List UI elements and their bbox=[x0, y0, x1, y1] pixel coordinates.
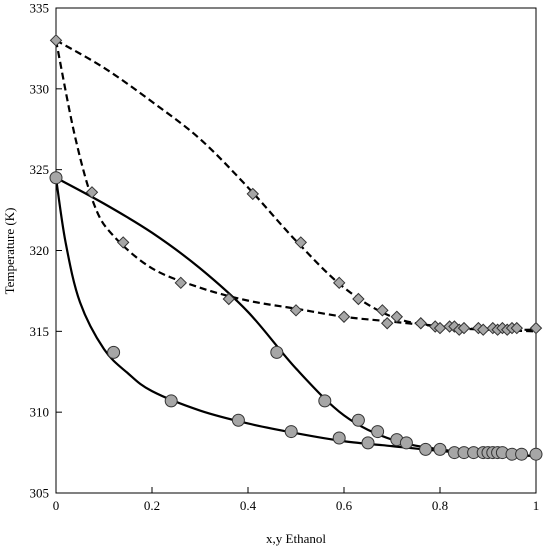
fit-curves bbox=[54, 39, 537, 457]
circle-marker bbox=[107, 345, 121, 359]
y-tick-label: 330 bbox=[30, 81, 50, 96]
diamond-marker bbox=[294, 236, 308, 249]
diamond-marker bbox=[352, 292, 365, 306]
y-tick-label: 325 bbox=[30, 162, 50, 177]
circle-marker bbox=[433, 442, 447, 456]
y-axis-title: Temperature (K) bbox=[2, 208, 17, 295]
circle-marker bbox=[529, 447, 543, 461]
circle-marker bbox=[419, 442, 433, 456]
circle-marker bbox=[351, 413, 365, 427]
circle-marker bbox=[371, 425, 385, 439]
circle-marker bbox=[164, 394, 178, 408]
x-tick-label: 0.2 bbox=[144, 498, 160, 513]
data-markers bbox=[49, 34, 543, 461]
circle-marker bbox=[361, 436, 375, 450]
circle-marker bbox=[332, 431, 346, 445]
y-tick-label: 305 bbox=[30, 486, 50, 501]
y-axis-ticks: 305 310 315 320 325 330 335 bbox=[30, 1, 62, 501]
y-tick-label: 315 bbox=[30, 324, 50, 339]
diamond-marker bbox=[332, 276, 346, 290]
x-tick-label: 1 bbox=[533, 498, 540, 513]
dashed-fit-curve bbox=[54, 40, 537, 333]
circle-marker bbox=[49, 171, 63, 185]
diamond-marker bbox=[414, 317, 428, 330]
diamond-marker bbox=[457, 321, 471, 335]
diamond-marker bbox=[174, 276, 188, 290]
circle-marker bbox=[515, 447, 529, 461]
solid-fit-curve bbox=[54, 177, 537, 457]
diamond-marker bbox=[289, 304, 303, 317]
x-tick-label: 0.8 bbox=[432, 498, 448, 513]
circle-marker bbox=[231, 413, 245, 427]
y-tick-label: 310 bbox=[30, 405, 50, 420]
diamond-marker bbox=[116, 236, 130, 249]
diamond-marker bbox=[49, 34, 63, 47]
circle-marker bbox=[318, 394, 332, 408]
diamond-marker bbox=[85, 186, 99, 199]
dashed-fit-curve bbox=[55, 39, 537, 332]
solid-fit-curve bbox=[55, 176, 537, 457]
circle-marker bbox=[399, 436, 413, 450]
y-tick-label: 335 bbox=[30, 1, 50, 16]
x-axis-title: x,y Ethanol bbox=[266, 531, 326, 546]
x-tick-label: 0.6 bbox=[336, 498, 353, 513]
x-tick-label: 0.4 bbox=[240, 498, 257, 513]
x-tick-label: 0 bbox=[53, 498, 60, 513]
diamond-marker bbox=[337, 310, 351, 323]
circle-marker bbox=[284, 425, 298, 439]
diamond-marker bbox=[390, 310, 404, 323]
diamond-marker bbox=[380, 317, 394, 330]
diamond-marker bbox=[222, 292, 236, 306]
diamond-marker bbox=[510, 321, 524, 335]
y-tick-label: 320 bbox=[30, 243, 50, 258]
diamond-marker bbox=[246, 187, 260, 201]
diamond-marker bbox=[529, 321, 543, 335]
diamond-marker bbox=[376, 304, 389, 317]
circle-marker bbox=[270, 345, 284, 359]
x-axis-ticks: 0 0.2 0.4 0.6 0.8 1 bbox=[53, 487, 540, 513]
